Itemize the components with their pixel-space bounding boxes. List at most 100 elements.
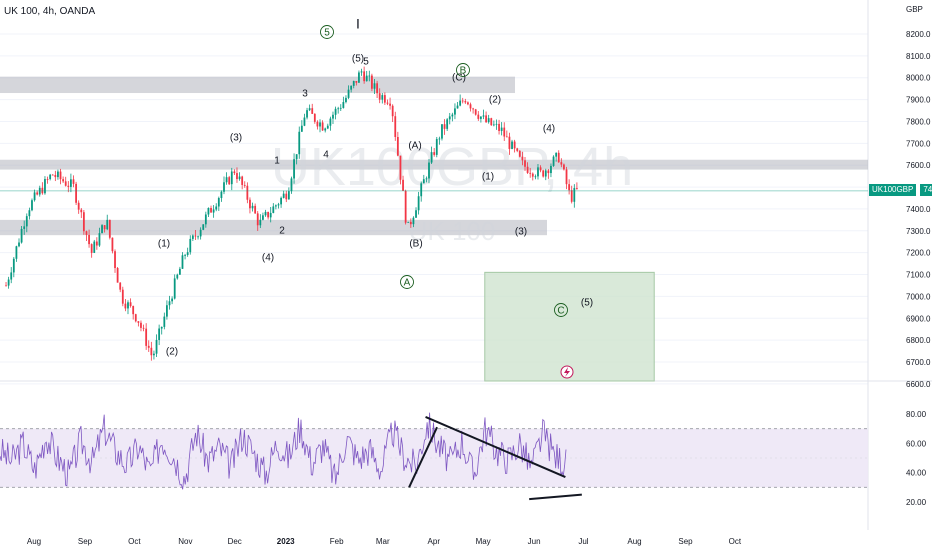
- candle-body: [409, 221, 412, 225]
- candle-body: [550, 165, 552, 174]
- candle-body: [256, 213, 259, 226]
- wave-circle: [554, 303, 568, 317]
- candle-body: [495, 123, 498, 125]
- candle-body: [383, 95, 386, 103]
- candle-body: [443, 124, 446, 129]
- symbol-title[interactable]: UK 100, 4h, OANDA: [4, 6, 96, 17]
- candle-body: [417, 196, 420, 211]
- candle-body: [342, 102, 345, 108]
- watermark-name: UK 100: [409, 216, 496, 246]
- candle-body: [573, 188, 576, 202]
- candle-body: [246, 185, 249, 200]
- candle-body: [75, 183, 77, 203]
- candle-body: [46, 179, 49, 180]
- candle-body: [448, 116, 451, 120]
- candle-body: [363, 71, 366, 82]
- candle-body: [10, 272, 13, 280]
- time-tick-label: Jun: [528, 537, 541, 546]
- candle-body: [95, 241, 98, 246]
- candle-body: [568, 184, 571, 191]
- candle-body: [62, 179, 65, 182]
- candle-body: [485, 115, 487, 123]
- candle-body: [202, 224, 205, 230]
- candle-body: [482, 115, 485, 117]
- candle-body: [446, 119, 449, 129]
- rsi-tick-label: 40.00: [906, 469, 927, 478]
- time-tick-label: Dec: [228, 537, 242, 546]
- time-tick-label: Nov: [178, 537, 192, 546]
- wave-label: (3): [515, 227, 527, 238]
- price-tick-label: 8100.0: [906, 52, 931, 61]
- candle-body: [238, 176, 241, 180]
- rsi-tick-label: 60.00: [906, 439, 927, 448]
- wave-label: 5: [324, 28, 330, 39]
- candle-body: [181, 255, 184, 269]
- wave-label: (1): [482, 172, 494, 183]
- candle-body: [311, 108, 314, 114]
- candle-body: [371, 75, 373, 89]
- candle-body: [147, 345, 150, 348]
- candle-body: [472, 108, 475, 110]
- candle-body: [127, 302, 129, 309]
- candle-body: [225, 177, 228, 183]
- candle-body: [441, 124, 443, 139]
- candle-body: [334, 108, 337, 115]
- candle-body: [324, 128, 327, 131]
- candle-body: [508, 136, 511, 149]
- watermark-symbol: UK100GBP, 4h: [271, 137, 633, 197]
- candle-body: [36, 192, 39, 195]
- candle-body: [259, 219, 262, 226]
- candle-body: [500, 127, 503, 131]
- candle-body: [12, 258, 15, 273]
- candle-body: [280, 197, 282, 205]
- candle-body: [365, 75, 368, 82]
- candle-body: [355, 81, 358, 83]
- candle-body: [49, 174, 52, 180]
- candle-body: [134, 314, 137, 322]
- time-tick-label: Aug: [27, 537, 41, 546]
- candle-body: [321, 122, 324, 131]
- candle-body: [326, 125, 329, 129]
- candle-body: [451, 114, 454, 117]
- rsi-trendline: [408, 426, 438, 488]
- wave-label: I: [356, 16, 360, 32]
- candle-body: [516, 148, 519, 151]
- candle-body: [412, 217, 415, 225]
- candle-body: [155, 339, 158, 354]
- wave-label: (A): [408, 141, 421, 152]
- candle-body: [347, 89, 350, 98]
- candle-body: [287, 191, 290, 200]
- candle-body: [467, 102, 469, 105]
- time-tick-label: Oct: [729, 537, 742, 546]
- candle-body: [249, 199, 251, 209]
- candle-body: [90, 244, 93, 253]
- price-tick-label: 6900.0: [906, 314, 931, 323]
- candle-body: [77, 202, 80, 210]
- price-tick-label: 7400.0: [906, 205, 931, 214]
- candle-body: [461, 100, 464, 102]
- candle-body: [103, 225, 106, 230]
- rsi-line: [0, 412, 567, 490]
- candle-body: [498, 123, 500, 131]
- candle-body: [358, 72, 360, 83]
- rsi-tick-label: 80.00: [906, 410, 927, 419]
- candle-body: [129, 302, 132, 307]
- time-tick-label: Sep: [78, 537, 93, 546]
- candle-body: [513, 141, 516, 149]
- candle-body: [521, 156, 524, 161]
- candle-body: [184, 254, 186, 256]
- candle-body: [64, 181, 67, 186]
- candle-body: [223, 182, 225, 192]
- candle-body: [537, 167, 539, 177]
- candle-body: [474, 109, 477, 115]
- candle-body: [72, 179, 75, 184]
- candle-body: [576, 188, 578, 189]
- sr-zone: [0, 159, 868, 170]
- price-tick-label: 7200.0: [906, 249, 931, 258]
- candle-body: [420, 183, 423, 197]
- candle-body: [404, 190, 407, 223]
- candle-body: [339, 107, 342, 109]
- candle-body: [215, 206, 218, 210]
- flash-icon[interactable]: [560, 365, 574, 379]
